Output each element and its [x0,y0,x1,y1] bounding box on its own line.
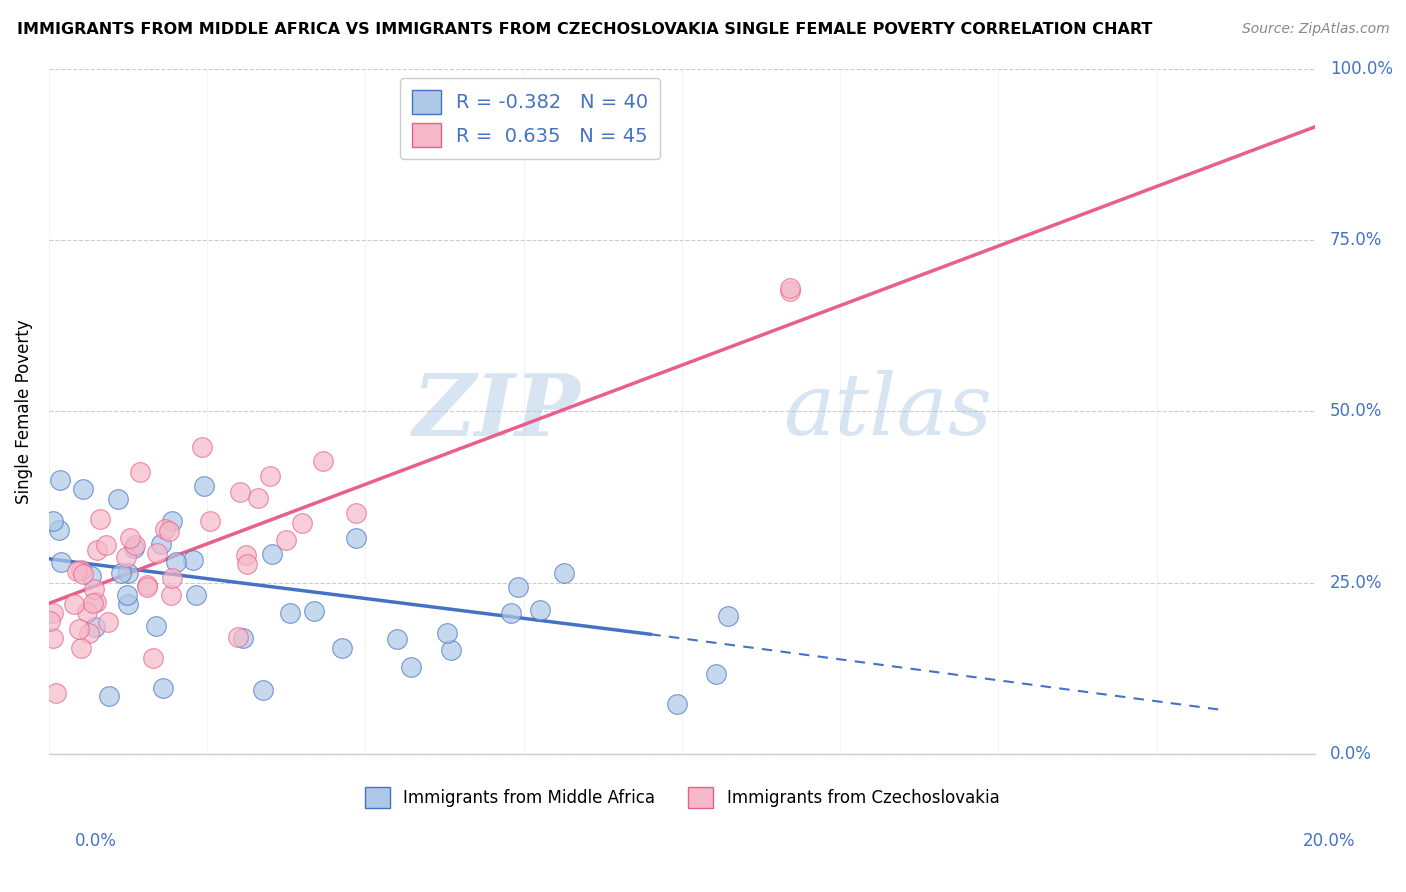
Point [115,588,138,602]
Point [232,632,254,646]
Point [278,607,301,621]
Point [115,550,138,565]
Text: Source: ZipAtlas.com: Source: ZipAtlas.com [1241,22,1389,37]
Legend: Immigrants from Middle Africa, Immigrants from Czechoslovakia: Immigrants from Middle Africa, Immigrant… [359,780,1005,814]
Point [63,597,86,611]
Point [291,516,314,531]
Point [83,582,105,596]
Point [65,564,87,578]
Point [83,620,105,634]
Text: 0.0%: 0.0% [75,831,117,849]
Point [145,619,167,633]
Point [529,603,551,617]
Point [165,556,187,570]
Point [157,524,180,539]
Point [149,536,172,550]
Point [235,548,257,562]
Point [160,571,183,585]
Point [48,523,70,537]
Point [344,506,367,520]
Point [98,689,121,703]
Point [110,566,132,581]
Point [67,622,90,636]
Point [45,686,67,700]
Point [302,604,325,618]
Point [193,479,215,493]
Text: 50.0%: 50.0% [1330,402,1382,420]
Point [72,566,94,581]
Point [117,566,139,581]
Point [226,630,249,644]
Point [330,641,353,656]
Text: 0.0%: 0.0% [1330,745,1372,764]
Point [96,538,118,552]
Point [311,453,333,467]
Point [779,281,801,295]
Point [344,531,367,545]
Point [117,597,139,611]
Text: 25.0%: 25.0% [1330,574,1382,591]
Point [440,643,463,657]
Point [84,594,107,608]
Point [136,580,159,594]
Point [76,605,98,619]
Point [153,522,176,536]
Text: IMMIGRANTS FROM MIDDLE AFRICA VS IMMIGRANTS FROM CZECHOSLOVAKIA SINGLE FEMALE PO: IMMIGRANTS FROM MIDDLE AFRICA VS IMMIGRA… [17,22,1153,37]
Point [779,284,801,298]
Point [129,465,152,479]
Point [120,531,142,545]
Point [717,609,740,624]
Point [72,483,94,497]
Point [86,543,108,558]
Point [252,682,274,697]
Point [181,553,204,567]
Text: 20.0%: 20.0% [1302,831,1355,849]
Point [229,485,252,500]
Point [160,588,183,602]
Point [42,631,65,645]
Point [69,563,91,577]
Point [136,578,159,592]
Point [186,588,208,602]
Point [152,681,174,695]
Point [49,556,72,570]
Point [79,625,101,640]
Point [236,557,259,571]
Point [162,514,184,528]
Point [385,632,408,646]
Point [704,667,727,681]
Point [191,440,214,454]
Point [508,580,530,594]
Point [260,547,283,561]
Text: 75.0%: 75.0% [1330,231,1382,249]
Point [39,614,62,628]
Point [97,615,120,629]
Point [146,546,169,560]
Point [70,641,93,656]
Point [42,514,65,528]
Point [276,533,298,547]
Point [49,473,72,487]
Text: atlas: atlas [783,370,993,453]
Point [259,469,281,483]
Point [89,512,111,526]
Point [80,569,103,583]
Text: 100.0%: 100.0% [1330,60,1393,78]
Point [401,660,423,674]
Point [665,697,688,711]
Point [124,538,146,552]
Point [122,541,145,555]
Point [499,607,522,621]
Point [42,606,65,620]
Point [107,491,129,506]
Point [82,596,104,610]
Point [246,491,269,505]
Text: ZIP: ZIP [413,369,581,453]
Y-axis label: Single Female Poverty: Single Female Poverty [15,319,32,504]
Point [553,566,575,580]
Point [142,650,165,665]
Point [198,514,221,528]
Point [436,625,458,640]
